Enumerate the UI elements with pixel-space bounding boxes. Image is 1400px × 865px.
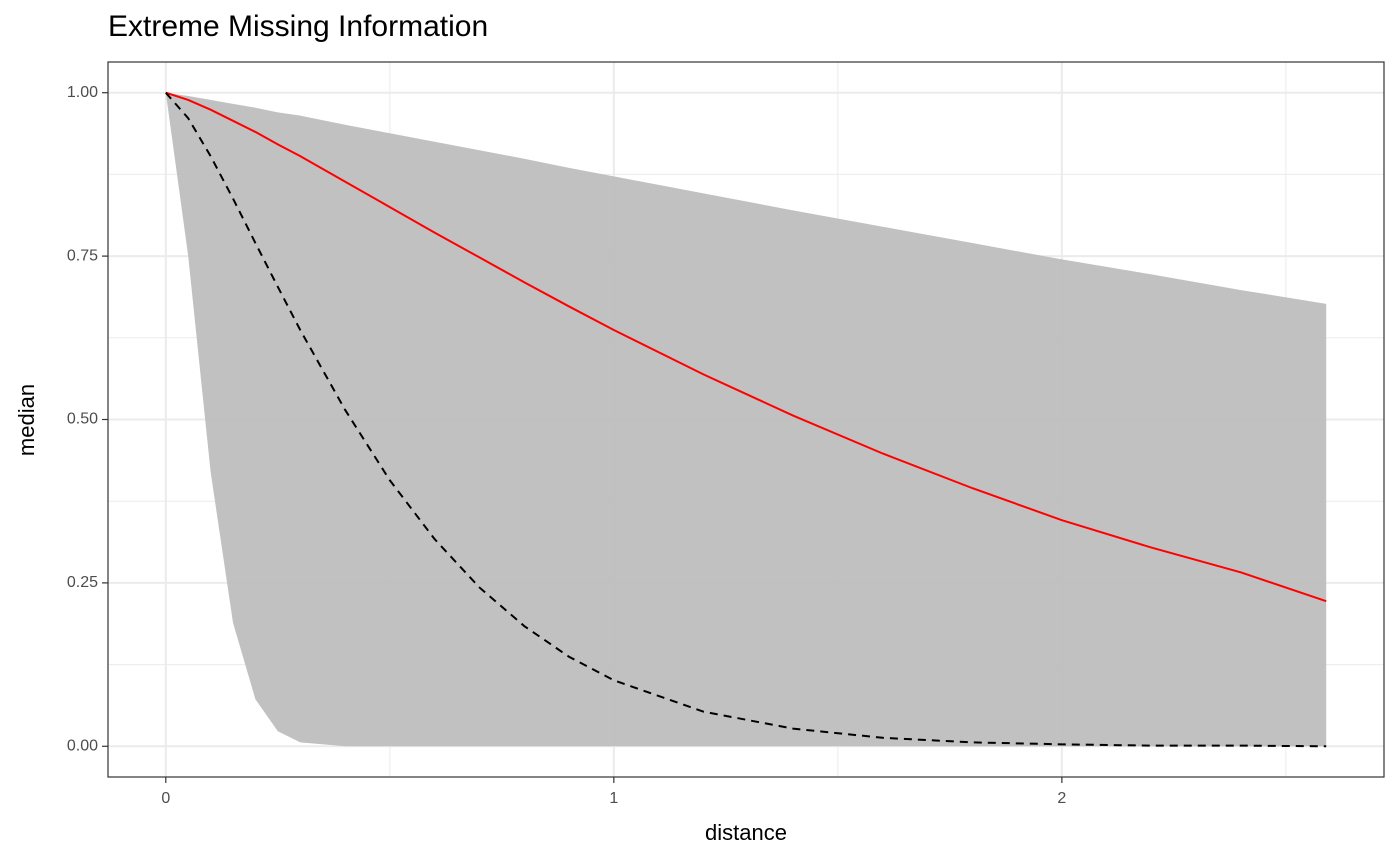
line: [165, 91, 1327, 603]
axes: 0 1 2 0.00 0.25 0.50 0.75 1.00: [67, 84, 1067, 807]
x-tick-label: 2: [1057, 790, 1066, 807]
line: [165, 92, 1327, 748]
x-tick-label: 1: [609, 790, 618, 807]
x-axis-title: distance: [705, 820, 787, 845]
y-tick-label: 0.00: [67, 738, 98, 755]
ribbon: [165, 92, 1327, 747]
plot-area: [165, 91, 1327, 748]
y-tick-label: 0.25: [67, 574, 98, 591]
y-tick-label: 1.00: [67, 84, 98, 101]
y-axis-title: median: [14, 384, 39, 456]
y-tick-label: 0.50: [67, 411, 98, 428]
y-tick-label: 0.75: [67, 247, 98, 264]
x-tick-label: 0: [161, 790, 170, 807]
chart-title: Extreme Missing Information: [108, 10, 488, 43]
